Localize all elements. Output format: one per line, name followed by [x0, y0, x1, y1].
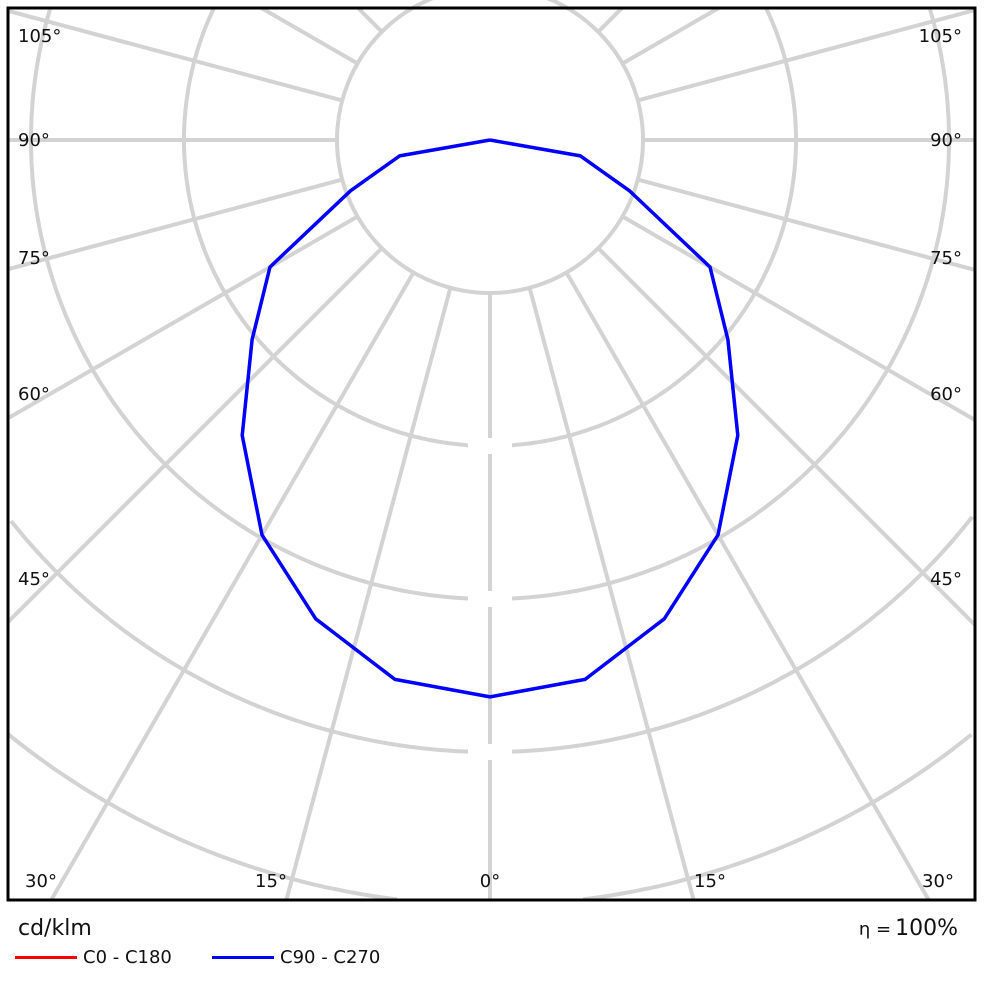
grid-spoke — [621, 214, 977, 422]
grid-spoke — [7, 177, 343, 272]
legend-swatch-blue — [212, 956, 274, 959]
grid-spoke — [6, 214, 359, 421]
legend-label: C0 - C180 — [83, 947, 172, 968]
angle-label-right: 75° — [930, 248, 962, 269]
angle-label-left: 75° — [18, 248, 50, 269]
angle-label-left: 90° — [18, 130, 50, 151]
grid-spoke — [637, 177, 976, 272]
legend-swatch-red — [15, 956, 77, 959]
angle-label-bottom: 0° — [480, 871, 500, 892]
grid-spoke — [527, 287, 696, 901]
grid-spoke — [284, 287, 453, 901]
angle-label-bottom: 15° — [694, 871, 726, 892]
angle-label-right: 90° — [930, 130, 962, 151]
angle-label-right: 60° — [930, 384, 962, 405]
grid-ring — [7, 732, 973, 902]
angle-label-right: 45° — [930, 569, 962, 590]
grid-ring — [9, 515, 974, 754]
grid-ring — [182, 7, 798, 448]
grid-spoke — [6, 246, 384, 624]
grid-spoke — [596, 246, 977, 627]
grid-spoke — [49, 271, 416, 902]
plot-frame — [6, 6, 977, 902]
grid-spoke — [621, 6, 720, 66]
efficiency-value: 100% — [895, 916, 958, 941]
grid-spoke — [356, 6, 384, 34]
efficiency-readout: η = 100% — [859, 916, 958, 941]
curves — [240, 138, 740, 699]
angle-label-right: 105° — [919, 26, 962, 47]
curve-c90-c270 — [240, 138, 740, 699]
grid-spoke — [596, 6, 624, 34]
grid-ring-inner — [335, 0, 645, 295]
grid-spoke — [564, 271, 931, 901]
angle-label-left: 105° — [18, 26, 61, 47]
unit-label: cd/klm — [18, 916, 92, 941]
angle-label-bottom: 15° — [255, 871, 287, 892]
grid-spoke — [7, 8, 343, 103]
legend-item-c0-c180: C0 - C180 — [15, 947, 172, 968]
angle-label-bottom: 30° — [922, 871, 954, 892]
grid-spoke — [260, 6, 359, 66]
ring-label-gap — [468, 591, 512, 607]
angle-label-bottom: 30° — [25, 871, 57, 892]
grid-ring — [29, 9, 951, 601]
angle-label-left: 45° — [18, 569, 50, 590]
angle-label-left: 60° — [18, 384, 50, 405]
polar-grid — [6, 0, 977, 902]
grid-spoke — [637, 8, 976, 103]
ring-label-gap — [468, 438, 512, 454]
legend-label: C90 - C270 — [280, 947, 381, 968]
legend-item-c90-c270: C90 - C270 — [212, 947, 380, 968]
efficiency-symbol: η = — [858, 919, 892, 940]
ring-label-gap — [468, 744, 512, 760]
